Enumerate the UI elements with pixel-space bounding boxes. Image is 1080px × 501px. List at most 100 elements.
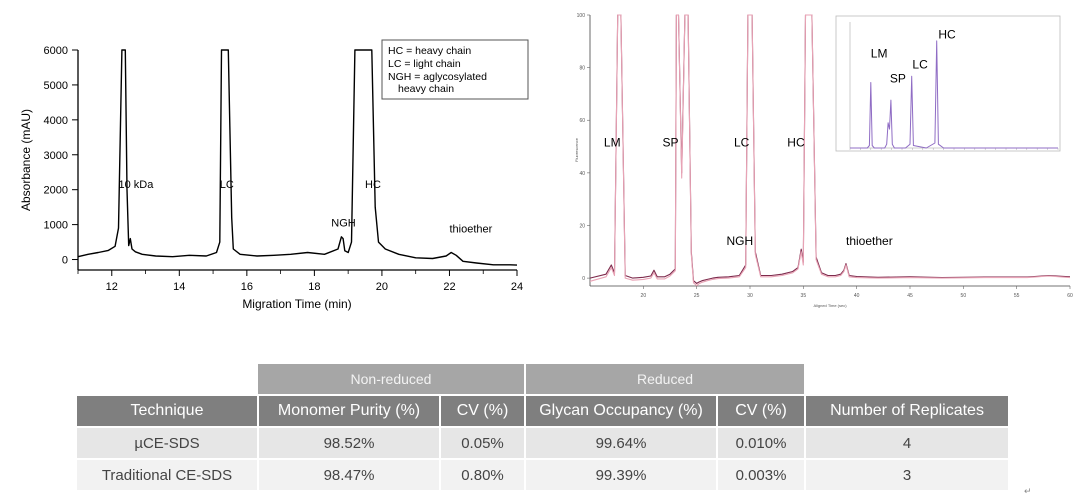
- right-x-tick-label: 55: [1014, 293, 1020, 299]
- cell-cv-nonreduced: 0.05%: [440, 426, 526, 459]
- inset-annotation: LC: [912, 58, 928, 72]
- left-ylabel: Absorbance (mAU): [19, 109, 33, 211]
- left-y-tick-label: 3000: [44, 150, 68, 162]
- cell-cv-reduced: 0.003%: [717, 458, 807, 490]
- cell-glycan-occupancy: 99.64%: [525, 426, 718, 459]
- left-annotation: 10 kDa: [119, 179, 155, 191]
- left-y-ticks: 0 1000 2000 3000 4000 5000 6000: [44, 45, 78, 267]
- right-annotation: LC: [734, 136, 750, 150]
- left-y-tick-label: 4000: [44, 115, 68, 127]
- right-series-line-2: [589, 14, 1071, 287]
- left-x-tick-label: 18: [308, 281, 320, 293]
- header-monomer-purity: Monomer Purity (%): [258, 394, 441, 427]
- inset-series: [850, 40, 1058, 149]
- right-y-tick-label: 40: [579, 171, 585, 177]
- right-annotation: LM: [604, 136, 621, 150]
- right-x-tick-label: 25: [694, 293, 700, 299]
- right-annotation: SP: [663, 136, 679, 150]
- column-header-row: Technique Monomer Purity (%) CV (%) Glyc…: [77, 394, 1011, 427]
- left-legend: HC = heavy chain LC = light chain NGH = …: [381, 39, 529, 100]
- group-empty-right: [805, 364, 1010, 395]
- right-annotation: HC: [787, 136, 805, 150]
- inset-box: [835, 15, 1061, 152]
- right-x-ticks: 20 25 30 35 40 45 50 55 60: [641, 286, 1073, 299]
- left-y-tick-label: 1000: [44, 220, 68, 232]
- results-table: Non-reduced Reduced Technique Monomer Pu…: [77, 364, 1011, 490]
- inset-annotation: LM: [871, 46, 888, 60]
- right-axes: [589, 15, 1070, 287]
- inset-annotation: HC: [938, 27, 956, 41]
- group-header-row: Non-reduced Reduced: [77, 364, 1010, 395]
- left-x-ticks: 12 14 16 18 20 22 24: [77, 270, 523, 293]
- header-cv-nonreduced: CV (%): [440, 394, 526, 427]
- left-legend-line-3: NGH = aglycosylated: [388, 71, 487, 83]
- group-non-reduced: Non-reduced: [258, 364, 526, 395]
- left-annotation: thioether: [450, 223, 493, 235]
- cell-technique: Traditional CE-SDS: [77, 458, 259, 490]
- left-legend-line-4: heavy chain: [398, 83, 454, 95]
- table-row: Traditional CE-SDS 98.47% 0.80% 99.39% 0…: [77, 458, 1011, 490]
- header-glycan-occupancy: Glycan Occupancy (%): [525, 394, 718, 427]
- header-technique: Technique: [77, 394, 259, 427]
- left-x-tick-label: 12: [106, 281, 118, 293]
- right-y-tick-label: 0: [582, 276, 585, 282]
- left-axes: [77, 50, 517, 271]
- left-x-tick-label: 24: [511, 281, 523, 293]
- header-replicates: Number of Replicates: [805, 394, 1011, 427]
- group-reduced: Reduced: [525, 364, 807, 395]
- right-annotations: LM SP LC HC NGH thioether: [604, 136, 893, 249]
- left-y-tick-label: 2000: [44, 185, 68, 197]
- left-legend-box: [381, 39, 529, 100]
- left-series-line-1: [77, 49, 518, 266]
- cell-replicates: 3: [805, 458, 1011, 490]
- right-annotation: NGH: [727, 234, 754, 248]
- right-xlabel: Aligned Time (sec): [813, 303, 847, 308]
- left-series: [77, 49, 518, 266]
- left-legend-line-2: LC = light chain: [388, 58, 461, 70]
- left-y-tick-label: 6000: [44, 45, 68, 57]
- group-empty-left: [77, 364, 258, 395]
- table-row: µCE-SDS 98.52% 0.05% 99.64% 0.010% 4: [77, 426, 1011, 459]
- right-x-tick-label: 35: [801, 293, 807, 299]
- inset-annotation: SP: [890, 72, 906, 86]
- paragraph-mark-icon: ↵: [1024, 486, 1032, 496]
- left-annotation: LC: [220, 179, 234, 191]
- left-y-tick-label: 0: [62, 255, 68, 267]
- left-annotations: 10 kDa LC NGH HC thioether: [119, 179, 493, 235]
- right-x-tick-label: 45: [907, 293, 913, 299]
- right-y-tick-label: 20: [579, 223, 585, 229]
- cell-technique: µCE-SDS: [77, 426, 259, 459]
- left-electropherogram: 0 1000 2000 3000 4000 5000 6000 12 14 16 18 20 22 24…: [19, 39, 529, 311]
- cell-monomer-purity: 98.47%: [258, 458, 441, 490]
- left-x-tick-label: 16: [241, 281, 253, 293]
- right-y-ticks: 0 20 40 60 80 100: [577, 13, 590, 282]
- cell-monomer-purity: 98.52%: [258, 426, 441, 459]
- cell-cv-nonreduced: 0.80%: [440, 458, 526, 490]
- right-x-tick-label: 30: [747, 293, 753, 299]
- left-annotation: NGH: [331, 217, 356, 229]
- right-y-tick-label: 60: [579, 118, 585, 124]
- left-legend-line-1: HC = heavy chain: [388, 45, 471, 57]
- cell-glycan-occupancy: 99.39%: [525, 458, 718, 490]
- left-x-tick-label: 20: [376, 281, 388, 293]
- inset-series-line-1: [850, 40, 1058, 149]
- right-x-tick-label: 60: [1067, 293, 1073, 299]
- left-x-tick-label: 22: [443, 281, 455, 293]
- right-x-tick-label: 20: [641, 293, 647, 299]
- cell-cv-reduced: 0.010%: [717, 426, 807, 459]
- left-annotation: HC: [365, 179, 381, 191]
- right-x-tick-label: 40: [854, 293, 860, 299]
- right-x-tick-label: 50: [961, 293, 967, 299]
- left-x-tick-label: 14: [173, 281, 185, 293]
- left-xlabel: Migration Time (min): [242, 297, 351, 311]
- right-series: [589, 14, 1071, 287]
- right-y-tick-label: 100: [577, 13, 586, 19]
- left-y-tick-label: 5000: [44, 80, 68, 92]
- right-y-tick-label: 80: [579, 66, 585, 72]
- right-ylabel: Fluorescence: [574, 137, 579, 162]
- header-cv-reduced: CV (%): [717, 394, 807, 427]
- cell-replicates: 4: [805, 426, 1011, 459]
